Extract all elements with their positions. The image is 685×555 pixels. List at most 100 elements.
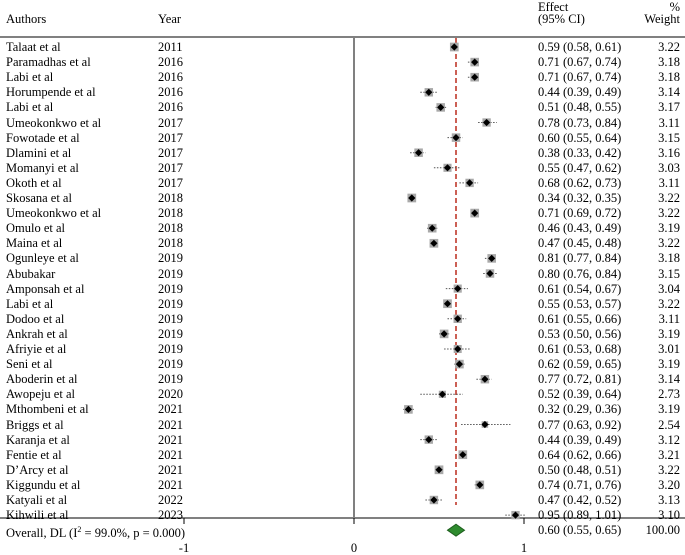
study-point-estimate xyxy=(466,179,474,187)
x-tick-label: 1 xyxy=(520,541,528,555)
study-point-estimate xyxy=(430,496,438,504)
study-effect-ci: 0.52 (0.39, 0.64) xyxy=(538,387,622,402)
study-year: 2017 xyxy=(158,115,183,130)
study-author: Mthombeni et al xyxy=(6,402,89,417)
study-weight: 3.11 xyxy=(658,175,680,190)
study-weight: 3.03 xyxy=(658,160,680,175)
study-author: Karanja et al xyxy=(6,432,70,447)
study-weight: 3.20 xyxy=(658,477,680,492)
study-point-estimate xyxy=(443,164,452,172)
study-point-estimate xyxy=(476,481,484,489)
study-weight: 3.14 xyxy=(658,85,680,100)
overall-label-superscript: 2 xyxy=(77,525,82,535)
authors-header: Authors xyxy=(6,12,47,26)
study-point-estimate xyxy=(459,451,467,459)
study-weight: 3.17 xyxy=(658,100,680,115)
study-year: 2018 xyxy=(158,206,183,221)
study-author: Kiggundu et al xyxy=(6,477,81,492)
study-author: Awopeju et al xyxy=(6,387,75,402)
study-author: Katyali et al xyxy=(6,493,68,507)
study-year: 2019 xyxy=(158,311,183,326)
study-author: Maina et al xyxy=(6,236,63,251)
study-year: 2021 xyxy=(158,417,183,432)
study-author: Labi et al xyxy=(6,100,54,115)
study-weight: 3.22 xyxy=(658,191,680,205)
study-point-estimate xyxy=(425,436,433,444)
study-point-estimate xyxy=(455,360,463,368)
study-year: 2019 xyxy=(158,372,183,387)
study-weight: 3.22 xyxy=(658,296,680,311)
study-effect-ci: 0.77 (0.72, 0.81) xyxy=(538,372,622,387)
study-point-estimate xyxy=(481,375,489,383)
study-weight: 3.10 xyxy=(658,508,680,523)
overall-label-text: Overall, DL (I xyxy=(6,526,78,541)
study-effect-ci: 0.80 (0.76, 0.84) xyxy=(538,266,622,281)
study-year: 2019 xyxy=(158,342,183,356)
study-effect-ci: 0.59 (0.58, 0.61) xyxy=(538,40,622,54)
study-weight: 3.01 xyxy=(658,342,680,356)
study-effect-ci: 0.68 (0.62, 0.73) xyxy=(538,175,622,190)
study-weight: 3.21 xyxy=(658,447,680,462)
study-weight: 3.16 xyxy=(658,145,680,160)
study-weight: 3.18 xyxy=(658,55,680,70)
study-weight: 3.15 xyxy=(658,266,680,281)
study-year: 2019 xyxy=(158,326,183,341)
study-weight: 2.73 xyxy=(658,387,680,402)
study-effect-ci: 0.53 (0.50, 0.56) xyxy=(538,326,622,341)
study-point-estimate xyxy=(511,511,520,519)
study-author: Okoth et al xyxy=(6,175,62,190)
study-effect-ci: 0.71 (0.69, 0.72) xyxy=(538,206,622,221)
overall-weight: 100.00 xyxy=(645,523,680,538)
study-author: Amponsah et al xyxy=(6,281,85,296)
study-effect-ci: 0.95 (0.89, 1.01) xyxy=(538,508,622,523)
study-author: Talaat et al xyxy=(6,40,61,54)
study-weight: 3.14 xyxy=(658,372,680,387)
study-weight: 3.19 xyxy=(658,326,680,341)
study-author: Afriyie et al xyxy=(6,342,67,356)
study-year: 2016 xyxy=(158,100,183,115)
study-year: 2017 xyxy=(158,160,183,175)
study-author: Skosana et al xyxy=(6,191,72,205)
study-author: Umeokonkwo et al xyxy=(6,115,102,130)
study-effect-ci: 0.61 (0.54, 0.67) xyxy=(538,281,622,296)
study-point-estimate xyxy=(454,315,462,323)
study-point-estimate xyxy=(454,285,462,293)
study-author: Labi et al xyxy=(6,70,54,85)
study-point-estimate xyxy=(404,405,412,413)
study-year: 2016 xyxy=(158,85,183,100)
study-author: Ogunleye et al xyxy=(6,251,79,266)
study-author: Seni et al xyxy=(6,357,53,372)
overall-diamond xyxy=(446,523,466,537)
study-author: Paramadhas et al xyxy=(6,55,91,70)
study-point-estimate xyxy=(481,420,489,429)
study-point-estimate xyxy=(425,88,433,96)
study-weight: 3.13 xyxy=(658,493,680,507)
study-year: 2021 xyxy=(158,447,183,462)
study-author: Kihwili et al xyxy=(6,508,69,523)
study-year: 2020 xyxy=(158,387,183,402)
study-weight: 3.15 xyxy=(658,130,680,145)
study-effect-ci: 0.32 (0.29, 0.36) xyxy=(538,402,622,417)
study-year: 2023 xyxy=(158,508,183,523)
study-year: 2011 xyxy=(158,40,183,54)
study-weight: 3.19 xyxy=(658,402,680,417)
study-point-estimate xyxy=(435,466,443,474)
study-author: Fowotade et al xyxy=(6,130,80,145)
study-weight: 3.19 xyxy=(658,357,680,372)
study-author: Omulo et al xyxy=(6,221,66,236)
study-author: Briggs et al xyxy=(6,417,64,432)
study-year: 2019 xyxy=(158,266,183,281)
study-effect-ci: 0.81 (0.77, 0.84) xyxy=(538,251,622,266)
study-weight: 3.22 xyxy=(658,236,680,251)
study-author: Momanyi et al xyxy=(6,160,79,175)
study-weight: 3.11 xyxy=(658,311,680,326)
study-year: 2017 xyxy=(158,130,183,145)
effect-header: Effect xyxy=(538,0,569,14)
study-author: Fentie et al xyxy=(6,447,62,462)
study-effect-ci: 0.44 (0.39, 0.49) xyxy=(538,85,622,100)
study-author: Umeokonkwo et al xyxy=(6,206,102,221)
study-year: 2018 xyxy=(158,221,183,236)
study-effect-ci: 0.51 (0.48, 0.55) xyxy=(538,100,622,115)
study-weight: 3.22 xyxy=(658,206,680,221)
